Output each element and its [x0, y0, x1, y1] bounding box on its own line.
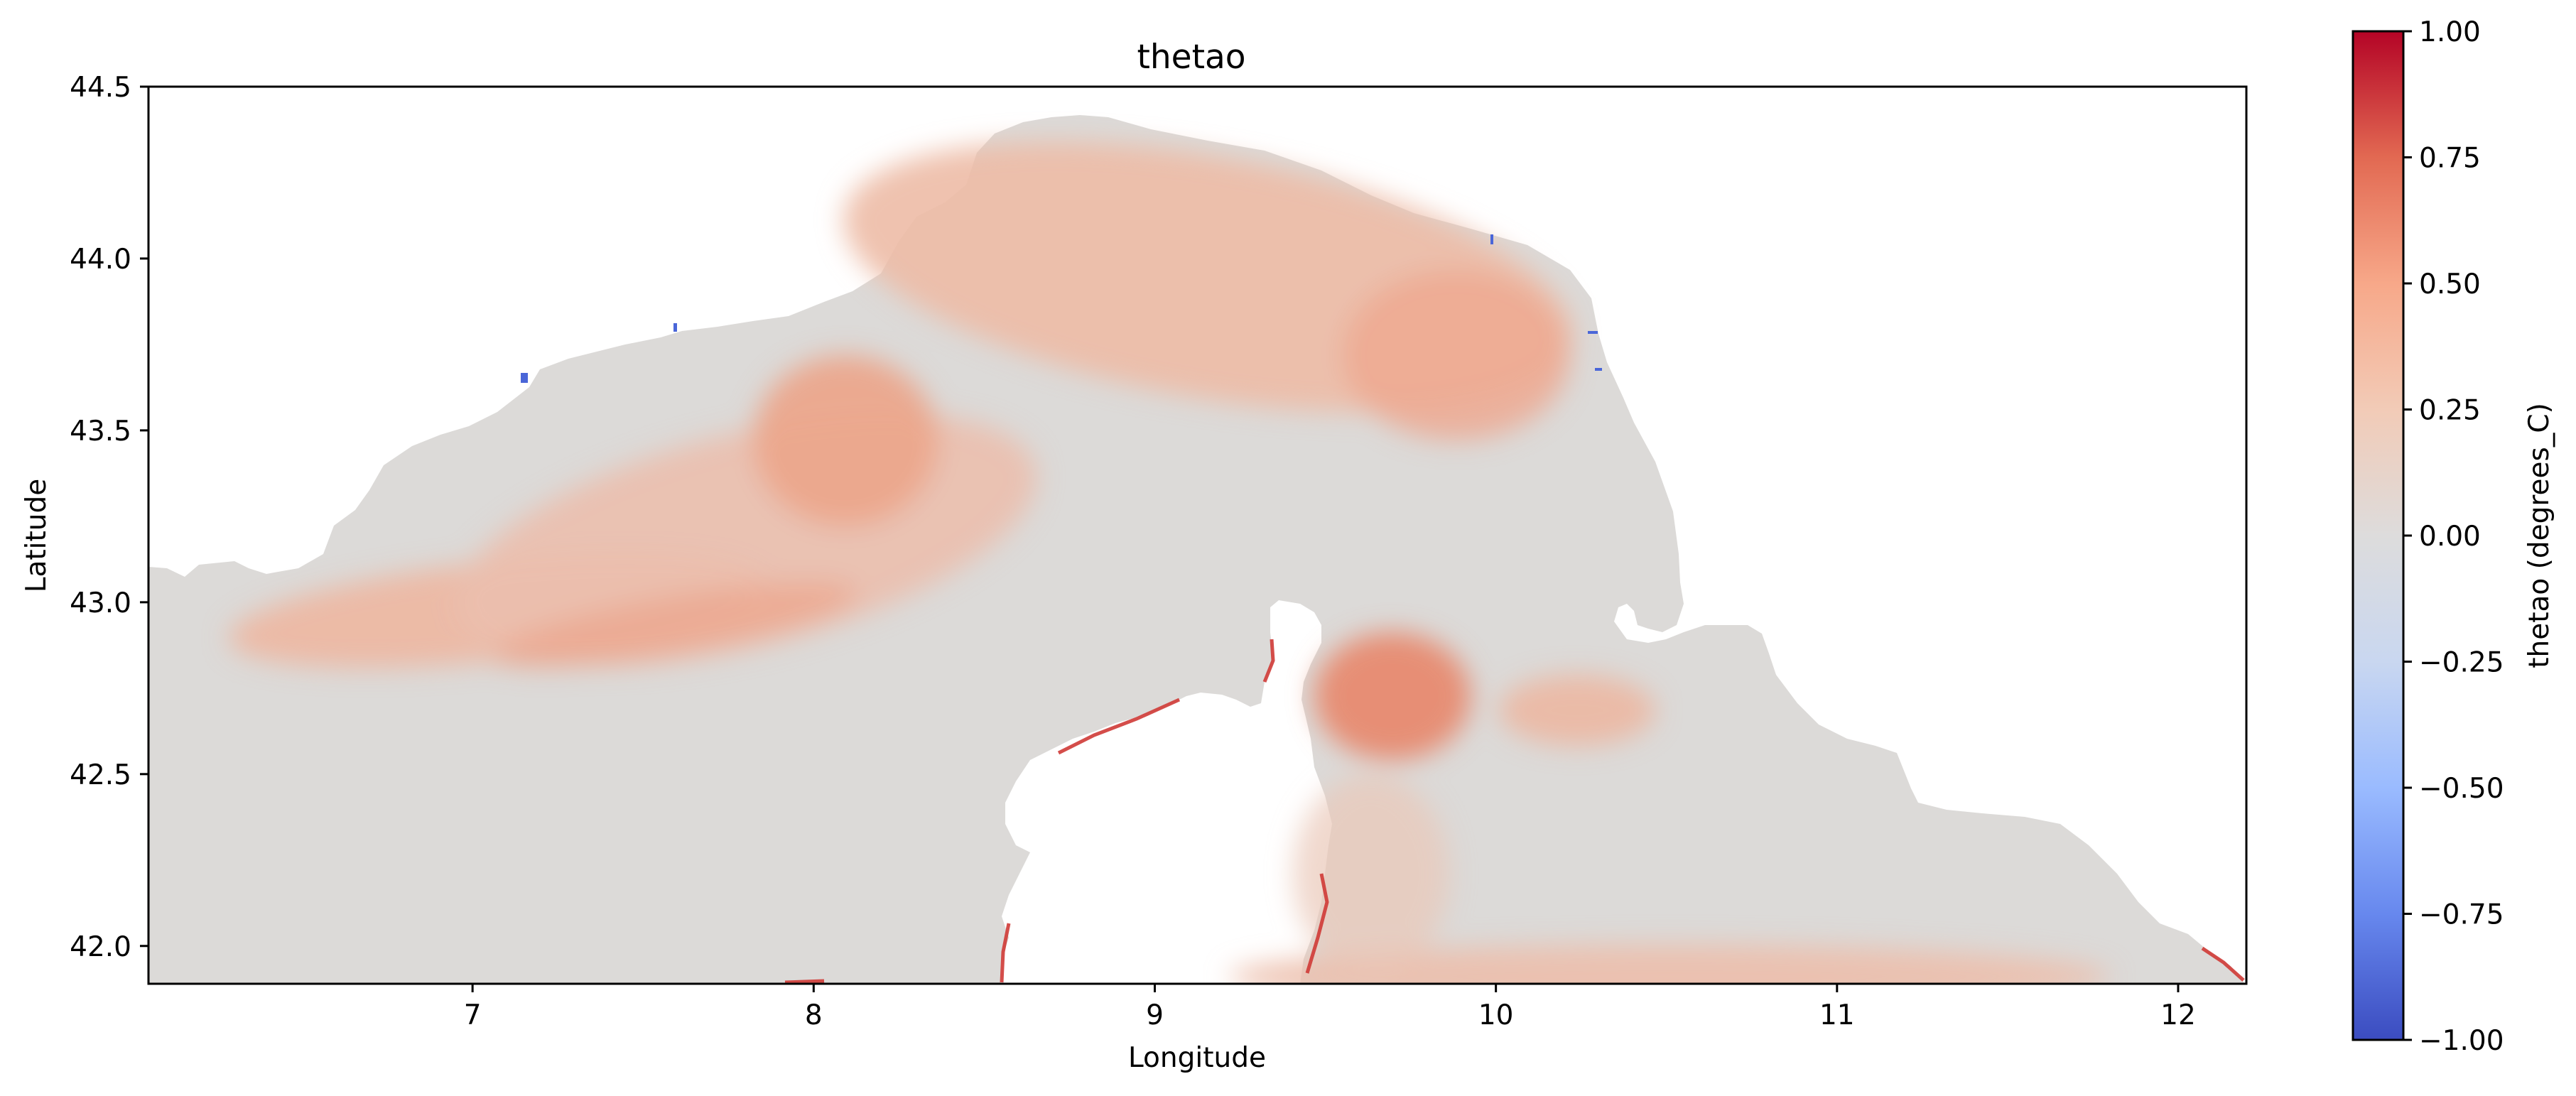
colorbar-tick-label: 0.50	[2419, 268, 2481, 300]
coast-edge-corsica-east	[1305, 873, 1329, 974]
y-axis-label: Latitude	[21, 479, 53, 593]
cold-speck-3	[1490, 234, 1493, 244]
warm-plume-south	[1293, 774, 1449, 973]
warm-region-northeast	[1343, 270, 1570, 440]
colorbar-tick-label: −0.25	[2419, 647, 2504, 679]
cold-speck-2	[673, 323, 677, 332]
warm-anomalies	[229, 141, 2110, 984]
colorbar-tick-label: −0.50	[2419, 773, 2504, 805]
cold-specks	[521, 234, 1602, 383]
x-axis-label: Longitude	[1128, 1042, 1266, 1074]
colorbar: 1.00 0.75 0.50 0.25 0.00 −0.25 −0.50 −0.75 −1.00…	[2352, 16, 2555, 1057]
coastal-edges	[784, 639, 2245, 984]
y-axis-ticks: 42.0 42.5 43.0 43.5 44.0 44.5	[70, 72, 148, 963]
colorbar-tick-label: −0.75	[2419, 899, 2504, 931]
y-tick-label: 44.0	[70, 244, 131, 276]
x-tick-label: 8	[805, 999, 823, 1031]
x-tick-label: 9	[1146, 999, 1164, 1031]
colorbar-gradient	[2353, 31, 2403, 1040]
colorbar-label: thetao (degrees_C)	[2523, 403, 2555, 668]
chart-title: thetao	[1137, 38, 1245, 77]
warm-eddy-ligurian	[753, 355, 938, 526]
coast-edge-corsica-north	[1057, 698, 1181, 755]
y-tick-label: 42.5	[70, 759, 131, 791]
cold-speck-1	[521, 373, 528, 383]
coast-edge-south	[784, 979, 825, 984]
y-tick-label: 44.5	[70, 72, 131, 104]
warm-eddy-corsica	[1314, 632, 1471, 760]
coast-edge-west	[1000, 923, 1011, 983]
cold-speck-4	[1588, 331, 1598, 334]
colorbar-tick-label: 0.25	[2419, 395, 2481, 427]
coast-edge-east	[2201, 946, 2245, 982]
x-tick-label: 12	[2160, 999, 2196, 1031]
warm-strip-south	[1229, 945, 2110, 984]
colorbar-tick-label: −1.00	[2419, 1025, 2504, 1057]
x-axis-ticks: 7 8 9 10 11 12	[464, 984, 2196, 1031]
y-tick-label: 42.0	[70, 931, 131, 963]
x-tick-label: 10	[1478, 999, 1514, 1031]
sea-region	[148, 115, 2245, 984]
y-tick-label: 43.5	[70, 416, 131, 447]
x-tick-label: 7	[464, 999, 482, 1031]
colorbar-tick-label: 0.00	[2419, 521, 2481, 553]
warm-patch-east	[1499, 675, 1655, 746]
heatmap-field	[148, 87, 2246, 984]
x-tick-label: 11	[1819, 999, 1855, 1031]
plot-frame	[147, 85, 2248, 985]
colorbar-ticks: 1.00 0.75 0.50 0.25 0.00 −0.25 −0.50 −0.75 −1.00	[2403, 16, 2504, 1057]
warm-band-lower	[492, 582, 857, 668]
coast-edge-corsica-cape	[1262, 639, 1275, 683]
colorbar-tick-label: 1.00	[2419, 16, 2481, 48]
y-tick-label: 43.0	[70, 587, 131, 619]
cold-speck-5	[1595, 368, 1602, 371]
colorbar-tick-label: 0.75	[2419, 143, 2481, 175]
